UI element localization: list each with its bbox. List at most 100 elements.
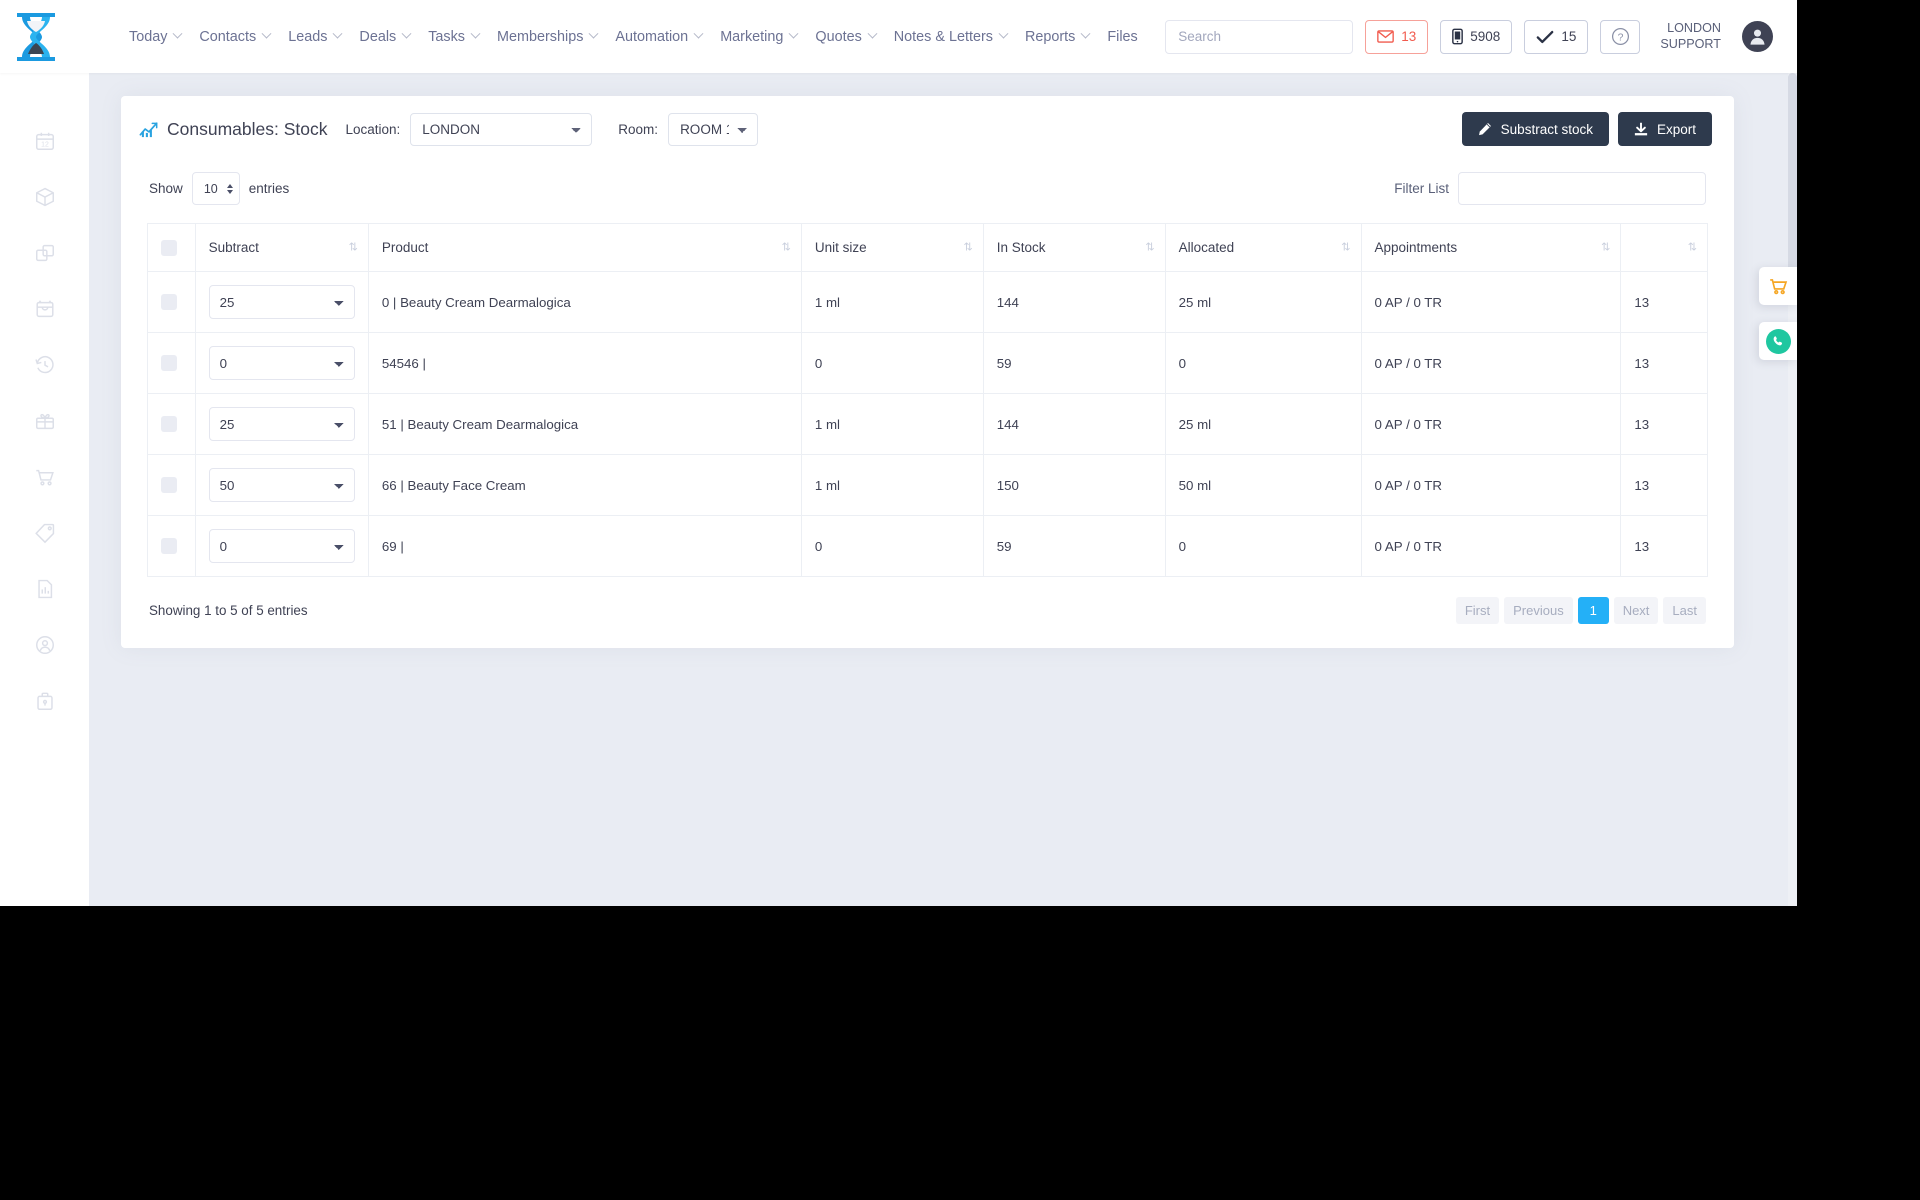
cell-in-stock: 59 [982,515,1166,577]
row-checkbox[interactable] [161,355,177,372]
nav-item-automation[interactable]: Automation [606,29,711,45]
messages-badge[interactable]: 13 [1365,19,1429,54]
nav-item-quotes[interactable]: Quotes [806,29,884,45]
column-header-unit-size[interactable]: Unit size ⇅ [800,223,984,272]
table-row: 0 54546 | 0 59 0 0 AP / 0 TR 13 [147,332,1708,394]
table-row: 50 66 | Beauty Face Cream 1 ml 150 50 ml… [147,454,1708,516]
sidebar-item-tags[interactable] [0,505,89,561]
column-label: In Stock [996,240,1046,255]
entries-input[interactable] [191,172,240,205]
user-circle-icon [35,636,54,654]
copy-layers-icon [35,244,54,262]
sidebar-item-products[interactable] [0,169,89,225]
calendar-icon: 12 [35,132,54,150]
sort-icon: ⇅ [1601,241,1610,253]
column-header-allocated[interactable]: Allocated ⇅ [1164,223,1362,272]
subtract-select[interactable]: 50 [208,468,355,502]
subtract-select[interactable]: 0 [208,346,355,380]
nav-item-leads[interactable]: Leads [279,29,350,45]
sidebar-item-calendar[interactable]: 12 [0,113,89,169]
select-all-checkbox[interactable] [161,239,177,256]
sidebar-item-account[interactable] [0,617,89,673]
cell-extra: 13 [1620,393,1708,455]
sidebar-item-reports[interactable] [0,561,89,617]
column-header-extra[interactable]: ⇅ [1620,223,1708,272]
nav-item-memberships[interactable]: Memberships [488,29,606,45]
cell-subtract: 25 [194,393,369,455]
nav-item-contacts[interactable]: Contacts [190,29,279,45]
nav-item-reports[interactable]: Reports [1016,29,1098,45]
chevron-down-icon [693,28,704,39]
entries-info: Showing 1 to 5 of 5 entries [149,603,308,618]
subtract-select[interactable]: 25 [208,285,355,319]
subtract-select[interactable]: 0 [208,529,355,563]
pencil-icon [1478,123,1491,136]
nav-item-today[interactable]: Today [120,29,190,45]
help-badge[interactable]: ? [1600,19,1641,54]
header-actions: Substract stock Export [1461,112,1712,146]
sidebar-item-inbox[interactable] [0,281,89,337]
row-select-cell[interactable] [147,393,196,455]
cell-in-stock: 150 [982,454,1166,516]
room-select[interactable]: ROOM 1 [668,112,759,146]
table-row: 0 69 | 0 59 0 0 AP / 0 TR 13 [147,515,1708,577]
table-toolbar: Show entries Filter List [147,162,1708,223]
pagination-next[interactable]: Next [1613,597,1659,624]
filter-control: Filter List [1394,172,1706,205]
location-select[interactable]: LONDON [410,112,593,146]
row-checkbox[interactable] [161,294,177,311]
price-tag-icon [34,523,54,544]
sidebar-item-gifts[interactable] [0,393,89,449]
search-input[interactable] [1166,20,1353,53]
column-header-subtract[interactable]: Subtract ⇅ [194,223,369,272]
column-header-product[interactable]: Product ⇅ [367,223,802,272]
sidebar-item-security[interactable] [0,673,89,729]
chevron-down-icon [332,28,343,39]
select-all-header[interactable] [147,223,196,272]
row-checkbox[interactable] [161,538,177,555]
nav-item-files[interactable]: Files [1098,29,1146,45]
export-button[interactable]: Export [1617,112,1712,146]
sms-badge[interactable]: 5908 [1440,19,1513,54]
nav-item-deals[interactable]: Deals [350,29,419,45]
tasks-badge[interactable]: 15 [1524,19,1589,54]
cell-allocated: 0 [1164,332,1362,394]
filter-input[interactable] [1458,172,1706,205]
cell-allocated: 25 ml [1164,271,1362,333]
pagination-last[interactable]: Last [1663,597,1706,624]
nav-item-tasks[interactable]: Tasks [419,29,488,45]
sidebar-item-cart[interactable] [0,449,89,505]
column-header-in-stock[interactable]: In Stock ⇅ [982,223,1166,272]
app-viewport: Today Contacts Leads Deals Tasks Members… [0,0,1797,906]
pagination-page-1[interactable]: 1 [1577,597,1609,624]
row-select-cell[interactable] [147,271,196,333]
sort-icon: ⇅ [348,241,358,253]
avatar[interactable] [1742,21,1773,52]
nav-item-marketing[interactable]: Marketing [711,29,806,45]
cell-allocated: 0 [1164,515,1362,577]
row-checkbox[interactable] [161,416,177,433]
row-select-cell[interactable] [147,332,196,394]
left-sidebar: 12 [0,73,89,906]
subtract-select[interactable]: 25 [208,407,355,441]
floating-whatsapp-button[interactable] [1759,322,1797,360]
row-select-cell[interactable] [147,454,196,516]
entries-label: entries [248,181,290,196]
floating-cart-button[interactable] [1759,267,1797,305]
page-scrollbar-track[interactable] [1788,73,1797,906]
app-logo[interactable] [0,0,71,73]
column-label: Subtract [208,240,259,255]
table-footer: Showing 1 to 5 of 5 entries First Previo… [147,577,1708,628]
row-select-cell[interactable] [147,515,196,577]
column-header-appointments[interactable]: Appointments ⇅ [1360,223,1622,272]
pagination-first[interactable]: First [1455,597,1500,624]
global-search[interactable] [1165,19,1354,54]
sidebar-item-copies[interactable] [0,225,89,281]
nav-item-notes-letters[interactable]: Notes & Letters [885,29,1016,45]
page-scrollbar-thumb[interactable] [1788,73,1797,303]
sidebar-item-history[interactable] [0,337,89,393]
pagination-previous[interactable]: Previous [1504,597,1573,624]
row-checkbox[interactable] [161,477,177,494]
substract-stock-button[interactable]: Substract stock [1461,112,1609,146]
cell-appointments: 0 AP / 0 TR [1360,393,1622,455]
